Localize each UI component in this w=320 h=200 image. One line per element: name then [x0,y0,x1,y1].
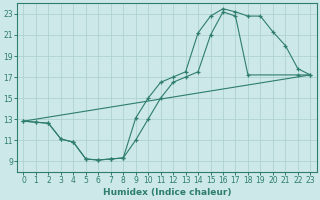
X-axis label: Humidex (Indice chaleur): Humidex (Indice chaleur) [103,188,231,197]
